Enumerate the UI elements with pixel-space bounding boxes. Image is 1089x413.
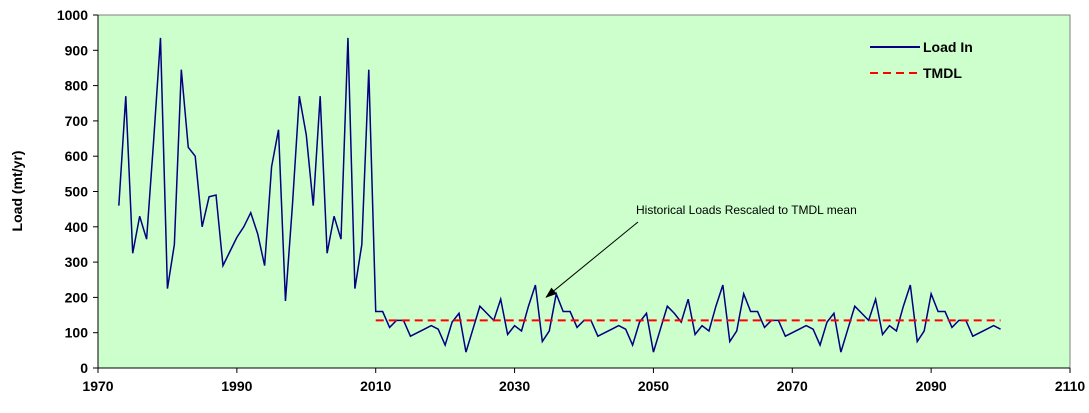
y-tick-label: 100 <box>65 325 89 341</box>
arrow-head <box>545 287 557 298</box>
x-tick-label: 2030 <box>499 378 530 394</box>
x-tick-label: 2070 <box>777 378 808 394</box>
legend-label: TMDL <box>923 65 962 81</box>
y-axis-label: Load (mt/yr) <box>9 151 25 232</box>
y-tick-label: 500 <box>65 184 89 200</box>
series-line <box>118 37 1001 353</box>
y-tick-label: 1000 <box>57 7 88 23</box>
y-tick-label: 300 <box>65 254 89 270</box>
y-tick-label: 400 <box>65 219 89 235</box>
x-tick-label: 2110 <box>1055 378 1086 394</box>
x-tick-label: 2010 <box>360 378 391 394</box>
x-tick-label: 1990 <box>221 378 252 394</box>
annotation: Historical Loads Rescaled to TMDL mean <box>636 203 857 217</box>
legend-label: Load In <box>923 39 973 55</box>
y-tick-label: 900 <box>65 42 89 58</box>
x-tick-label: 2090 <box>916 378 947 394</box>
x-tick-label: 2050 <box>638 378 669 394</box>
plot-area <box>97 14 1071 369</box>
x-tick-label: 1970 <box>82 378 113 394</box>
y-tick-label: 700 <box>65 113 89 129</box>
y-tick-label: 200 <box>65 289 89 305</box>
y-tick-label: 0 <box>80 360 88 376</box>
y-tick-label: 600 <box>65 148 89 164</box>
annotation-arrow <box>546 221 639 298</box>
y-tick-label: 800 <box>65 78 89 94</box>
